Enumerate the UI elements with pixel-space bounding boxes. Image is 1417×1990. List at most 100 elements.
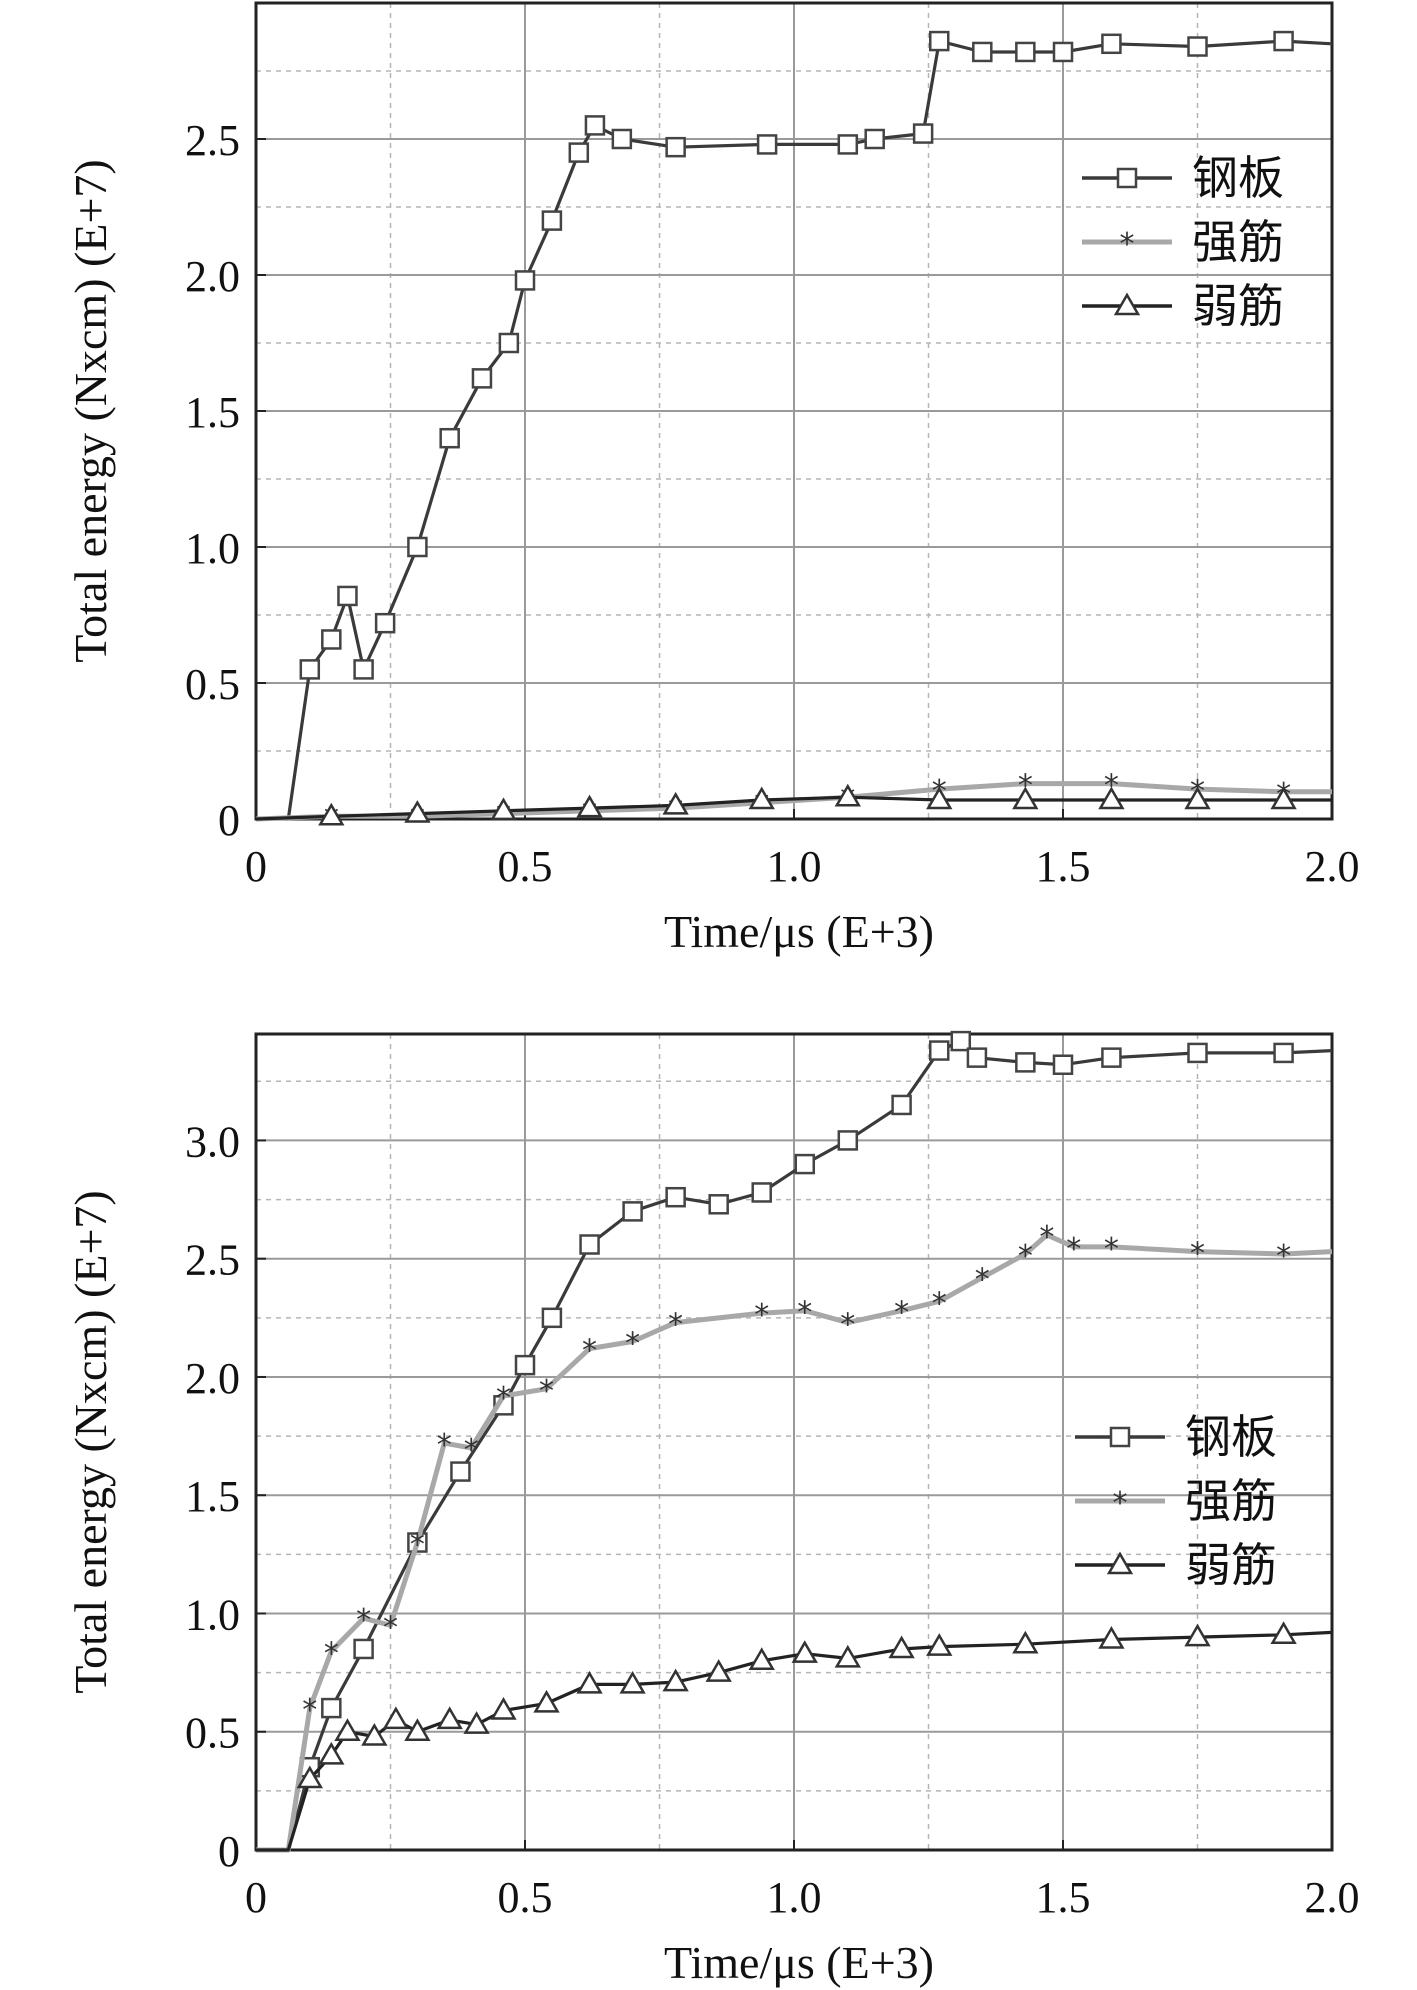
data-point (929, 1040, 950, 1061)
data-point (912, 123, 934, 144)
data-point: * (383, 1610, 398, 1645)
legend-marker (1113, 292, 1141, 316)
chart-panel-2: 0 0.5 1.0 1.5 2.0 0 0.5 1.0 1.5 2.0 2.5 3.0 Time/μs … (65, 1030, 1360, 1988)
data-point (791, 1640, 818, 1663)
data-point (1187, 36, 1208, 57)
data-point (1052, 1054, 1074, 1075)
legend-marker (1116, 167, 1138, 189)
data-point: * (437, 1428, 452, 1463)
data-point: * (496, 1381, 511, 1416)
legend-marker: * (1113, 1486, 1128, 1521)
data-point (404, 800, 431, 823)
data-point (463, 1711, 490, 1734)
x-tick-label: 1.0 (767, 1873, 822, 1922)
data-point (751, 1182, 772, 1203)
x-tick-label: 0.5 (498, 1873, 553, 1922)
series-triangle (256, 1621, 1333, 1852)
data-point (318, 802, 345, 826)
data-point (748, 1647, 775, 1671)
data-point: * (356, 1603, 371, 1638)
data-point (337, 585, 358, 607)
data-point: * (932, 1286, 947, 1321)
x-tick-label: 1.0 (767, 842, 822, 891)
x-axis-label: Time/μs (E+3) (664, 906, 934, 957)
y-tick-label: 2.5 (185, 116, 240, 165)
data-point (708, 1194, 729, 1215)
data-point: * (668, 1308, 683, 1343)
data-point (361, 1722, 388, 1746)
data-point (1184, 786, 1211, 810)
data-point (794, 1153, 816, 1175)
data-point (436, 1706, 463, 1730)
y-tick-label: 2.5 (185, 1236, 240, 1285)
series-triangle (255, 783, 1332, 826)
data-point (533, 1689, 560, 1713)
x-axis-label: Time/μs (E+3) (664, 1937, 934, 1988)
data-point (576, 794, 603, 818)
data-point (1273, 30, 1294, 52)
y-tick-label: 0.5 (185, 1709, 240, 1758)
data-point (1015, 41, 1036, 63)
data-point (568, 142, 590, 163)
data-point (929, 30, 950, 52)
data-point (1012, 786, 1039, 810)
data-point (471, 368, 493, 389)
data-point (318, 1741, 345, 1765)
data-point: * (840, 1308, 855, 1343)
data-point (584, 115, 606, 136)
series-star: * * * * * * * * * * * * * * * * * * * * * * * * (256, 1220, 1333, 1853)
data-point (619, 1670, 646, 1694)
data-point: * (302, 1693, 317, 1728)
data-point (576, 1670, 603, 1694)
data-point (665, 1186, 686, 1208)
data-point (888, 1635, 915, 1659)
data-point (1101, 1047, 1122, 1068)
data-point: * (797, 1296, 812, 1331)
y-axis-label: Total energy (Nxcm) (E+7) (65, 159, 116, 662)
data-point (450, 1461, 471, 1482)
data-point (1012, 1630, 1039, 1654)
legend-label: 强筋 (1185, 1474, 1277, 1528)
data-point (514, 1354, 536, 1376)
data-point: * (1276, 1239, 1291, 1274)
data-point (662, 1668, 689, 1692)
data-point (353, 1638, 374, 1660)
data-point (966, 1047, 988, 1068)
data-point (541, 1307, 563, 1329)
data-point (514, 270, 536, 291)
data-point: * (1104, 1232, 1119, 1267)
data-point (705, 1659, 732, 1682)
data-point (490, 797, 517, 821)
legend-label: 弱筋 (1192, 279, 1284, 333)
chart-panel-1: 0 0.5 1.0 1.5 2.0 0 0.5 1.0 1.5 2.0 2.5 Time/μs (E+… (65, 1, 1360, 957)
x-tick-label: 2.0 (1305, 1873, 1360, 1922)
data-point (541, 210, 563, 231)
data-point (864, 128, 885, 150)
data-point (748, 786, 775, 810)
data-point: * (975, 1263, 990, 1298)
data-point (1270, 1621, 1297, 1645)
y-axis-label: Total energy (Nxcm) (E+7) (65, 1190, 116, 1693)
data-point (299, 659, 321, 680)
data-point (972, 41, 993, 63)
y-tick-label: 2.0 (185, 252, 240, 301)
x-tick-label: 2.0 (1305, 842, 1360, 891)
data-point (579, 1234, 600, 1255)
legend-label: 钢板 (1185, 1410, 1277, 1464)
series-line (256, 1232, 1333, 1853)
data-point (665, 136, 686, 158)
data-point (498, 332, 520, 354)
data-point (834, 783, 861, 807)
series-square (256, 30, 1333, 821)
data-point (334, 1718, 361, 1741)
data-point (837, 1130, 859, 1151)
data-point (407, 536, 428, 558)
data-point (1098, 1626, 1125, 1649)
legend-marker: * (1120, 227, 1135, 262)
legend-marker (1109, 1426, 1131, 1448)
data-point (490, 1696, 517, 1720)
y-tick-label: 0.5 (185, 660, 240, 709)
data-point: * (1039, 1220, 1054, 1255)
